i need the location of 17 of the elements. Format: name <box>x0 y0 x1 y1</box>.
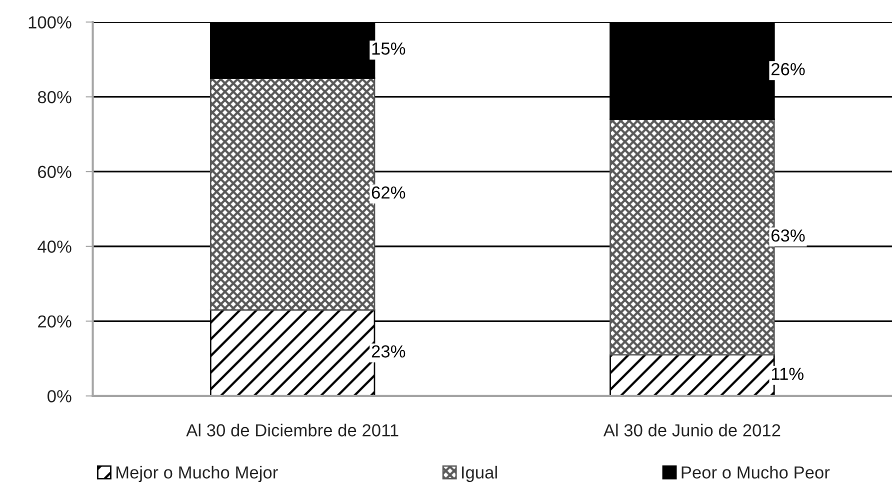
y-tick-label: 100% <box>28 16 72 29</box>
data-label: 26% <box>772 63 805 76</box>
data-label: 63% <box>772 229 805 242</box>
x-tick-label: Al 30 de Junio de 2012 <box>603 424 780 436</box>
legend-label: Peor o Mucho Peor <box>682 466 830 479</box>
y-tick-label: 0% <box>48 390 72 402</box>
legend-label: Igual <box>462 466 497 482</box>
y-tick-label: 20% <box>38 315 72 328</box>
data-label: 62% <box>372 186 406 199</box>
x-tick-label: Al 30 de Diciembre de 2011 <box>186 424 398 436</box>
y-tick-label: 80% <box>38 90 72 104</box>
y-tick-label: 40% <box>38 240 72 253</box>
data-label: 23% <box>372 345 406 358</box>
data-label: 15% <box>372 42 406 55</box>
legend-label: Mejor o Mucho Mejor <box>116 466 278 482</box>
data-label: 11% <box>772 368 804 380</box>
y-tick-label: 60% <box>38 166 72 178</box>
